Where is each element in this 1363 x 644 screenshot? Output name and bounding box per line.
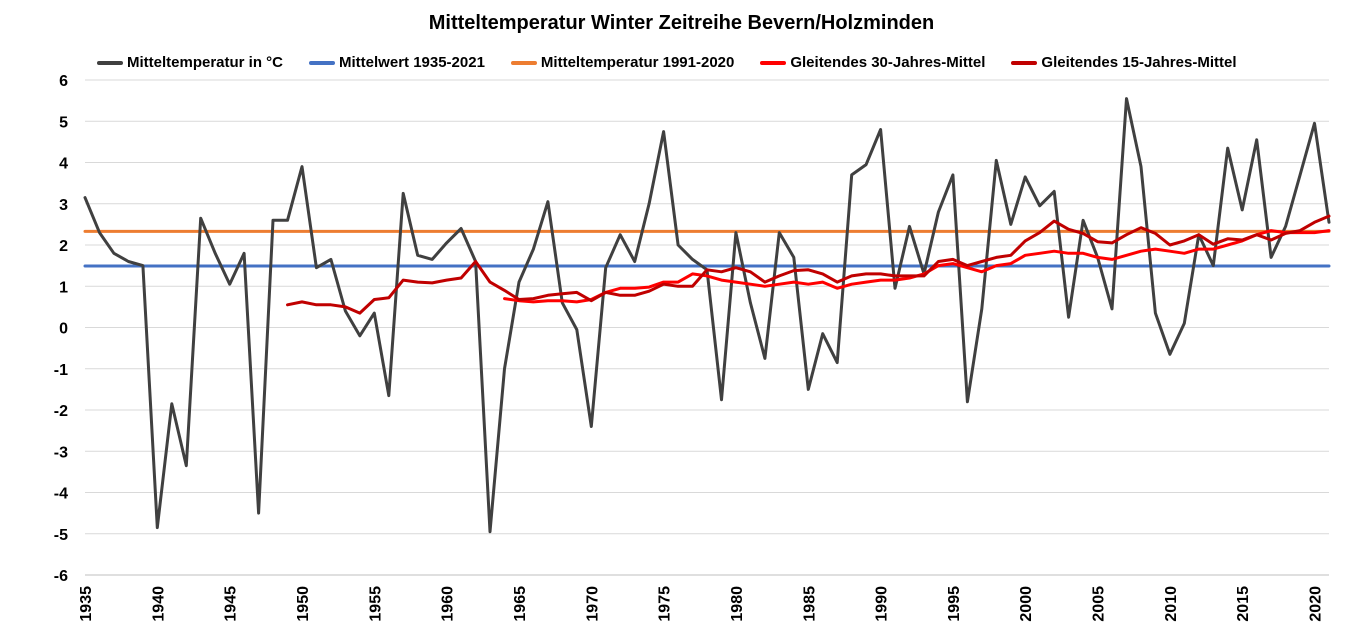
chart-title: Mitteltemperatur Winter Zeitreihe Bevern… [428, 12, 935, 34]
legend-swatch [1011, 60, 1038, 65]
x-tick-label: 1960 [440, 586, 457, 622]
y-tick-label: 2 [59, 238, 68, 255]
series-line [83, 97, 1331, 534]
legend-label: Mitteltemperatur 1991-2020 [540, 54, 735, 71]
x-tick-label: 1935 [78, 586, 95, 622]
legend-label: Gleitendes 15-Jahres-Mittel [1041, 54, 1237, 71]
x-tick-label: 1990 [874, 586, 891, 622]
x-tick-label: 1940 [150, 586, 167, 622]
y-tick-label: -5 [54, 527, 68, 544]
x-tick-label: 1985 [801, 586, 818, 622]
y-tick-label: 6 [59, 73, 68, 90]
x-tick-label: 2000 [1018, 586, 1035, 622]
y-tick-label: 1 [59, 279, 68, 296]
y-tick-label: 3 [59, 197, 68, 214]
x-tick-label: 1965 [512, 586, 529, 622]
x-tick-label: 1945 [223, 586, 240, 622]
chart-legend: Mitteltemperatur in °C Mittelwert 1935-20… [97, 54, 1337, 71]
legend-swatch [760, 60, 787, 65]
legend-item: Mitteltemperatur 1991-2020 [510, 54, 735, 71]
legend-swatch [309, 60, 336, 65]
legend-swatch [510, 60, 537, 65]
x-tick-label: 1975 [657, 586, 674, 622]
x-tick-label: 1995 [946, 586, 963, 622]
x-tick-label: 1955 [367, 586, 384, 622]
y-tick-label: 5 [59, 114, 68, 131]
x-tick-label: 2005 [1091, 586, 1108, 622]
x-tick-label: 2020 [1308, 586, 1325, 622]
legend-item: Mitteltemperatur in °C [97, 54, 283, 71]
x-tick-label: 1970 [584, 586, 601, 622]
legend-swatch [97, 60, 123, 65]
legend-item: Mittelwert 1935-2021 [309, 54, 485, 71]
y-tick-label: -1 [54, 362, 68, 379]
legend-label: Gleitendes 30-Jahres-Mittel [790, 54, 986, 71]
y-tick-label: -2 [54, 403, 68, 420]
legend-label: Mittelwert 1935-2021 [339, 54, 485, 71]
y-tick-label: -4 [54, 486, 68, 503]
x-tick-label: 2010 [1163, 586, 1180, 622]
x-tick-label: 2015 [1235, 586, 1252, 622]
y-tick-label: 0 [59, 321, 68, 338]
legend-label: Mitteltemperatur in °C [127, 54, 284, 71]
y-tick-label: -3 [54, 444, 68, 461]
y-tick-label: -6 [54, 568, 68, 585]
y-tick-label: 4 [59, 156, 68, 173]
legend-item: Gleitendes 30-Jahres-Mittel [760, 54, 985, 71]
x-tick-label: 1980 [729, 586, 746, 622]
x-tick-label: 1950 [295, 586, 312, 622]
legend-item: Gleitendes 15-Jahres-Mittel [1011, 54, 1237, 71]
series-line [286, 214, 1331, 315]
